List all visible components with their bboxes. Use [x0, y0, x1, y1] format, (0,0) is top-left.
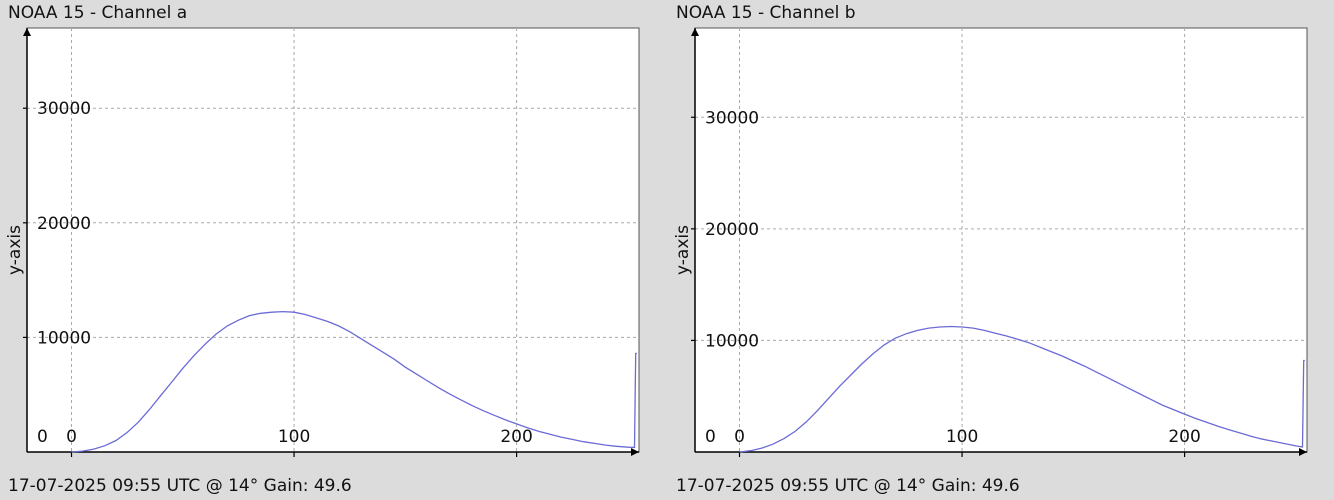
y-tick-label: 30000	[705, 108, 759, 128]
channel-a-panel: NOAA 15 - Channel a 0 100 200 10000 20000 300…	[0, 0, 660, 500]
origin-label: 0	[705, 427, 716, 447]
plot-area	[694, 27, 1308, 453]
x-axis-arrow	[1299, 448, 1307, 456]
y-tick-label: 20000	[37, 214, 91, 234]
y-axis-arrow	[691, 28, 699, 36]
plot-area	[26, 27, 640, 453]
y-axis-title: y-axis	[5, 225, 25, 275]
x-tick-label: 200	[1168, 427, 1200, 447]
y-tick-label: 10000	[705, 331, 759, 351]
pass-info-footer: 17-07-2025 09:55 UTC @ 14° Gain: 49.6	[8, 476, 352, 496]
y-tick-label: 10000	[37, 328, 91, 348]
x-tick-label: 100	[278, 427, 310, 447]
chart-title: NOAA 15 - Channel b	[676, 3, 856, 23]
data-series-line	[739, 325, 1305, 453]
x-tick-label: 100	[946, 427, 978, 447]
y-tick-label: 30000	[37, 99, 91, 119]
x-tick-label: 0	[734, 427, 745, 447]
channel-b-panel: NOAA 15 - Channel b 0 100 200 10000 20000 300…	[668, 0, 1328, 500]
x-tick-label: 0	[66, 427, 77, 447]
y-axis-arrow	[23, 28, 31, 36]
pass-info-footer: 17-07-2025 09:55 UTC @ 14° Gain: 49.6	[676, 476, 1020, 496]
x-axis-arrow	[631, 448, 639, 456]
y-axis-title: y-axis	[673, 225, 693, 275]
channel-a-chart: 0 100 200 10000 20000 30000 0 y-axis	[5, 27, 640, 457]
x-tick-label: 200	[500, 427, 532, 447]
chart-title: NOAA 15 - Channel a	[8, 3, 188, 23]
data-series-line	[71, 310, 637, 453]
y-tick-label: 20000	[705, 220, 759, 240]
channel-b-chart: 0 100 200 10000 20000 30000 0 y-axis	[673, 27, 1308, 457]
origin-label: 0	[37, 427, 48, 447]
